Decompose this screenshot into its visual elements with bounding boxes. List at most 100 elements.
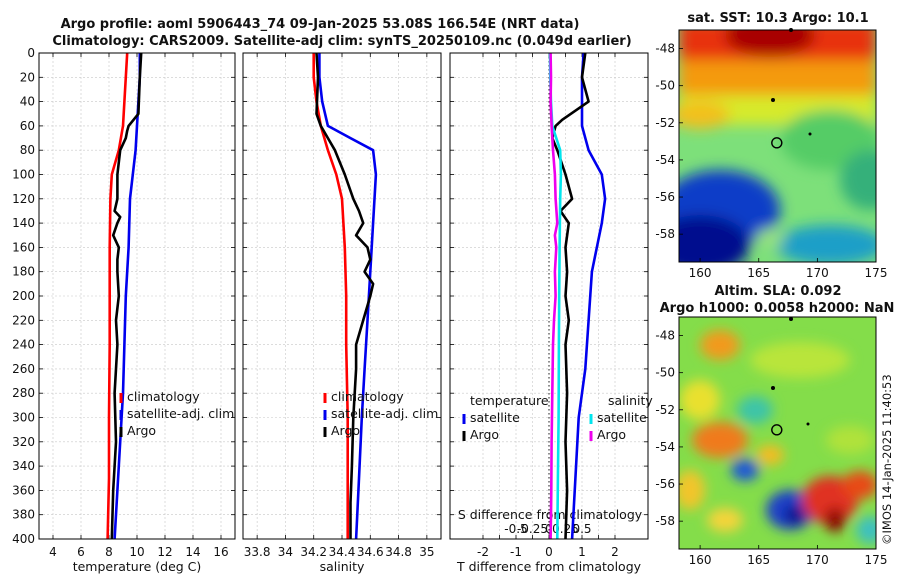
map-x-tick-label: 175	[865, 553, 888, 567]
sla-blob	[680, 380, 720, 420]
sst-map-title: sat. SST: 10.3 Argo: 10.1	[687, 11, 868, 26]
legend-label: Argo	[597, 427, 626, 442]
sla-blob	[756, 445, 784, 465]
sst-blob	[679, 101, 730, 129]
sla-island-dot	[771, 386, 775, 390]
sst-blob	[840, 150, 876, 210]
series-line-climatology	[106, 52, 129, 540]
sla-blob	[785, 505, 805, 525]
map-x-tick-label: 175	[865, 266, 888, 280]
y-tick-label: 0	[27, 46, 35, 60]
sla-blob	[731, 459, 759, 481]
sla-argo-marker	[771, 424, 783, 436]
map-x-tick-label: 170	[806, 553, 829, 567]
legend-label: Argo	[470, 427, 499, 442]
s-tick-label: 0	[545, 522, 553, 536]
x-axis-label: temperature (deg C)	[73, 559, 202, 574]
legend-label: climatology	[331, 389, 404, 404]
map-y-tick-label: -54	[655, 153, 675, 167]
x-axis-label: T difference from climatology	[456, 559, 642, 574]
map-x-tick-label: 165	[747, 266, 770, 280]
map-y-tick-label: -58	[655, 514, 675, 528]
map-y-tick-label: -50	[655, 366, 675, 380]
y-tick-label: 20	[20, 70, 35, 84]
map-y-tick-label: -52	[655, 116, 675, 130]
sla-field-blobs	[679, 330, 876, 544]
map-y-tick-label: -56	[655, 477, 675, 491]
sla-island-dot	[806, 422, 810, 426]
map-y-tick-label: -48	[655, 329, 675, 343]
y-tick-label: 300	[12, 411, 35, 425]
sla-blob	[692, 422, 748, 458]
sst-field-blobs	[679, 30, 876, 262]
legend-label: Argo	[127, 423, 156, 438]
x-tick-label: 34.8	[385, 545, 412, 559]
y-tick-label: 360	[12, 483, 35, 497]
x-tick-label: 8	[105, 545, 113, 559]
sla-map-subtitle: Argo h1000: 0.0058 h2000: NaN	[660, 301, 895, 316]
plot-frame	[449, 52, 649, 540]
y-tick-label: 40	[20, 95, 35, 109]
series-line-satellite-adj-clim	[318, 53, 378, 540]
sla-blob	[856, 516, 876, 544]
y-tick-label: 140	[12, 216, 35, 230]
y-tick-label: 160	[12, 240, 35, 254]
sst-hot-core	[725, 30, 815, 57]
sla-blob	[707, 508, 743, 532]
s-tick-label: -0.25	[517, 522, 548, 536]
sst-blob	[775, 225, 876, 262]
y-tick-label: 380	[12, 508, 35, 522]
x-tick-label: 34	[278, 545, 293, 559]
x-tick-label: 4	[49, 545, 57, 559]
sst-argo-marker	[771, 137, 783, 149]
y-tick-label: 180	[12, 265, 35, 279]
sla-blob	[737, 396, 773, 424]
map-y-tick-label: -48	[655, 42, 675, 56]
legend-label: satellite	[470, 410, 520, 425]
x-tick-label: 34.2	[300, 545, 327, 559]
sla-blob	[679, 470, 705, 510]
sla-map-title: Altim. SLA: 0.092	[715, 284, 842, 299]
x-tick-label: -1	[510, 545, 522, 559]
sst-orange-band	[679, 60, 876, 100]
legend-salinity-header: salinity	[608, 393, 653, 408]
x-axis-label: salinity	[320, 559, 365, 574]
x-tick-label: 35	[419, 545, 434, 559]
sst-island-dot	[789, 28, 793, 32]
y-tick-label: 240	[12, 338, 35, 352]
sst-island-dot	[808, 132, 812, 136]
x-tick-label: 2	[611, 545, 619, 559]
sst-island-dot	[771, 98, 775, 102]
sla-map-ticks: 160 165 170 175 -48 -50 -52 -54 -56 -58	[655, 329, 887, 567]
y-tick-label: 120	[12, 192, 35, 206]
sla-map-field	[679, 317, 876, 549]
s-tick-label: -0.5	[504, 522, 527, 536]
sla-blob	[842, 471, 876, 499]
legend-label: satellite-adj. clim	[127, 406, 234, 421]
legend-temperature-header: temperature	[470, 393, 549, 408]
x-tick-label: 10	[129, 545, 144, 559]
y-tick-label: 80	[20, 143, 35, 157]
series-line-salinity-argo	[549, 52, 559, 540]
x-tick-label: -2	[477, 545, 489, 559]
map-y-tick-label: -54	[655, 440, 675, 454]
legend-label: climatology	[127, 389, 200, 404]
temperature-panel: 0 20 40 60 80 100 120 140 160 180 200 220 240 260 280 3…	[12, 46, 236, 574]
series-line-argo	[110, 52, 143, 540]
sst-map-ticks: 160 165 170 175 -48 -50 -52 -54 -56 -58	[655, 42, 887, 280]
y-tick-label: 220	[12, 313, 35, 327]
sst-cold-core	[679, 215, 750, 262]
sla-blob	[700, 330, 740, 360]
y-tick-label: 100	[12, 168, 35, 182]
figure-title-line1: Argo profile: aoml 5906443_74 09-Jan-202…	[61, 17, 580, 32]
y-tick-label: 280	[12, 386, 35, 400]
sla-island-dot	[789, 317, 793, 321]
plot-frame	[242, 52, 442, 540]
s-tick-label: 0.5	[572, 522, 591, 536]
y-tick-label: 320	[12, 435, 35, 449]
series-line-temperature-argo	[550, 52, 590, 540]
y-tick-label: 340	[12, 459, 35, 473]
map-y-tick-label: -50	[655, 79, 675, 93]
y-tick-label: 200	[12, 289, 35, 303]
